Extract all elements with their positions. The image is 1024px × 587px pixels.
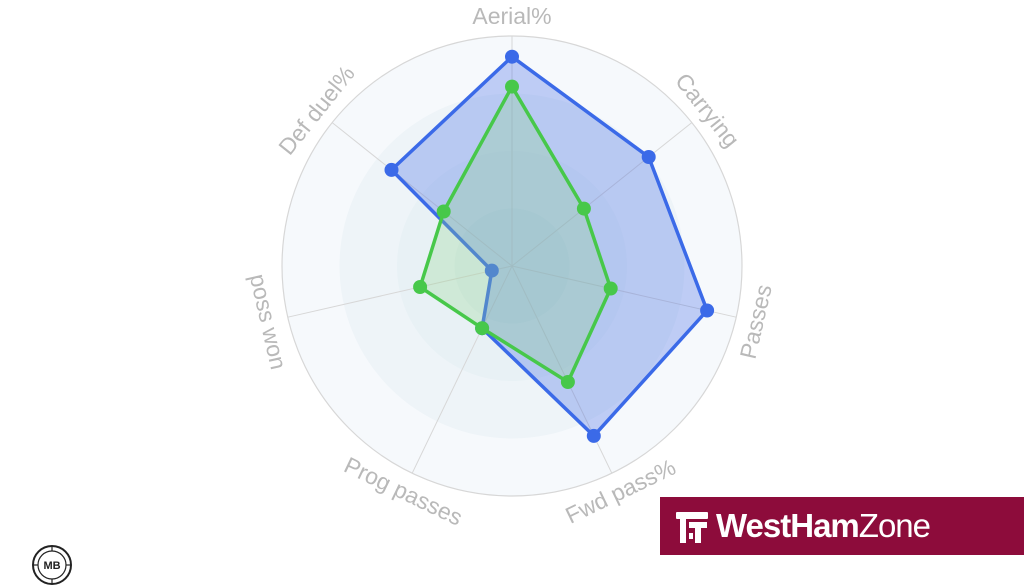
radar-point-1-0[interactable] <box>505 79 519 94</box>
radar-point-1-3[interactable] <box>560 375 575 389</box>
brand-wordmark: WestHamZone <box>716 497 931 555</box>
mb-badge-text: MB <box>43 560 60 572</box>
radar-axis-label-0: Aerial% <box>472 3 551 29</box>
radar-series-area-0 <box>389 54 709 438</box>
radar-point-1-5[interactable] <box>413 280 428 294</box>
brand-word-westham: WestHam <box>716 507 860 544</box>
radar-point-0-2[interactable] <box>700 303 715 318</box>
hammers-icon <box>676 512 708 543</box>
radar-spoke-5 <box>287 265 513 318</box>
radar-point-0-5[interactable] <box>484 263 499 278</box>
radar-spoke-4 <box>411 265 513 474</box>
radar-series-layer <box>384 49 715 443</box>
mb-badge-icon: MB <box>32 545 72 585</box>
radar-point-1-4[interactable] <box>475 321 490 336</box>
brand-word-zone: Zone <box>858 507 931 544</box>
radar-spoke-6 <box>331 122 513 267</box>
radar-point-0-0[interactable] <box>505 49 519 64</box>
radar-point-1-2[interactable] <box>603 281 618 296</box>
radar-series-1 <box>413 79 618 389</box>
radar-axis-label-2: Passes <box>735 282 777 361</box>
radar-spoke-2 <box>511 265 737 318</box>
radar-series-area-1 <box>418 84 613 384</box>
radar-point-1-1[interactable] <box>576 201 591 216</box>
radar-point-0-6[interactable] <box>384 162 399 177</box>
brand-banner[interactable]: WestHamZone <box>660 497 1024 555</box>
radar-point-0-3[interactable] <box>586 428 601 443</box>
radar-spoke-1 <box>511 122 693 267</box>
radar-spokes <box>287 36 737 474</box>
radar-point-0-1[interactable] <box>641 150 656 164</box>
radar-point-1-6[interactable] <box>436 204 451 219</box>
